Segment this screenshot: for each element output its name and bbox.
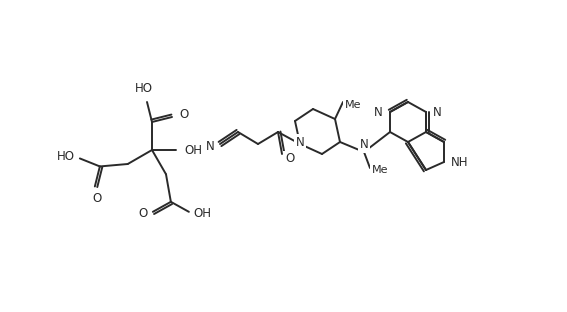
Text: O: O (92, 193, 101, 205)
Text: O: O (179, 109, 188, 121)
Text: N: N (206, 140, 215, 154)
Text: N: N (295, 136, 304, 149)
Text: O: O (285, 153, 294, 165)
Text: OH: OH (194, 207, 212, 220)
Text: N: N (359, 138, 369, 151)
Text: HO: HO (135, 82, 153, 95)
Text: HO: HO (57, 150, 75, 163)
Text: N: N (433, 105, 442, 119)
Text: NH: NH (451, 155, 468, 168)
Text: Me: Me (345, 100, 362, 110)
Text: Me: Me (372, 165, 388, 175)
Text: OH: OH (184, 144, 202, 157)
Text: O: O (138, 207, 148, 220)
Text: N: N (374, 105, 383, 119)
